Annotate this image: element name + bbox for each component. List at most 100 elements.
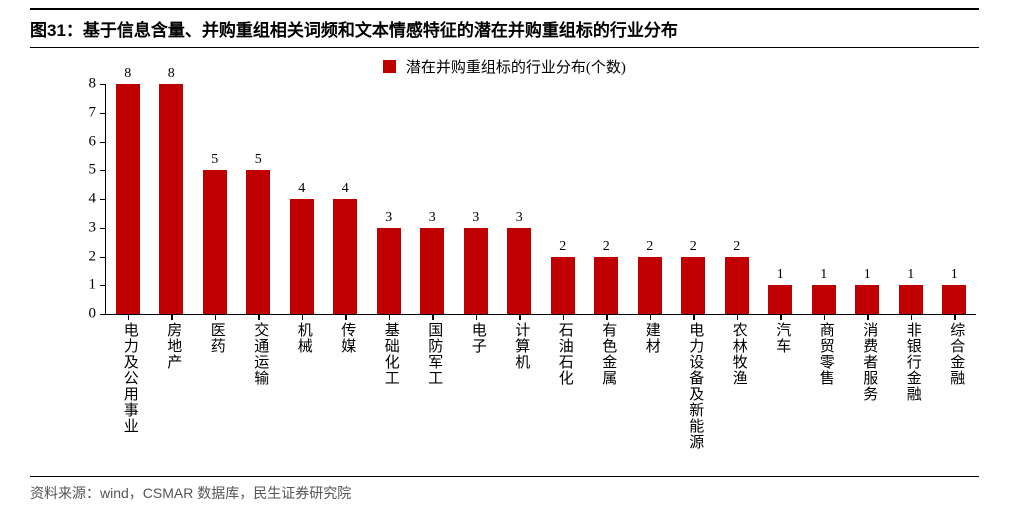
- bar-value-label: 8: [124, 66, 131, 84]
- bar: 2: [638, 257, 662, 315]
- bar-value-label: 2: [603, 239, 610, 257]
- bar-value-label: 1: [777, 267, 784, 285]
- x-tick: [563, 314, 565, 320]
- x-tick: [606, 314, 608, 320]
- bar: 3: [507, 228, 531, 314]
- x-tick: [911, 314, 913, 320]
- y-tick: [100, 257, 106, 258]
- bar-value-label: 3: [472, 210, 479, 228]
- x-tick: [519, 314, 521, 320]
- bar: 4: [333, 199, 357, 314]
- bar: 1: [812, 285, 836, 314]
- bar-value-label: 1: [907, 267, 914, 285]
- chart-area: 潜在并购重组标的行业分布(个数) 0123456788电力及公用事业8房地产5医…: [30, 52, 979, 472]
- y-tick: [100, 170, 106, 171]
- y-tick-label: 4: [89, 191, 97, 208]
- bar-value-label: 2: [733, 239, 740, 257]
- x-tick: [389, 314, 391, 320]
- x-tick: [215, 314, 217, 320]
- x-category-label: 农林牧渔: [729, 322, 750, 386]
- x-tick: [737, 314, 739, 320]
- x-category-label: 机械: [294, 322, 315, 354]
- bar-value-label: 4: [342, 181, 349, 199]
- legend-swatch: [383, 60, 396, 73]
- y-tick: [100, 142, 106, 143]
- bar: 3: [420, 228, 444, 314]
- x-category-label: 基础化工: [381, 322, 402, 386]
- x-tick: [128, 314, 130, 320]
- y-tick-label: 5: [89, 162, 97, 179]
- x-category-label: 医药: [207, 322, 228, 354]
- x-category-label: 电子: [468, 322, 489, 354]
- x-tick: [693, 314, 695, 320]
- figure-title: 图31：基于信息含量、并购重组相关词频和文本情感特征的潜在并购重组标的行业分布: [30, 8, 979, 48]
- x-category-label: 商贸零售: [816, 322, 837, 386]
- bar: 1: [855, 285, 879, 314]
- bar-value-label: 3: [385, 210, 392, 228]
- x-category-label: 房地产: [163, 322, 184, 370]
- bar: 5: [203, 170, 227, 314]
- x-tick: [476, 314, 478, 320]
- legend-text: 潜在并购重组标的行业分布(个数): [406, 60, 626, 76]
- y-tick: [100, 285, 106, 286]
- bar-value-label: 1: [951, 267, 958, 285]
- bar: 2: [551, 257, 575, 315]
- x-tick: [954, 314, 956, 320]
- x-category-label: 计算机: [511, 322, 532, 370]
- y-tick: [100, 228, 106, 229]
- bar-value-label: 3: [429, 210, 436, 228]
- x-tick: [302, 314, 304, 320]
- bar: 1: [942, 285, 966, 314]
- x-category-label: 传媒: [337, 322, 358, 354]
- y-tick-label: 3: [89, 219, 97, 236]
- y-tick-label: 2: [89, 248, 97, 265]
- y-tick: [100, 199, 106, 200]
- x-category-label: 石油石化: [555, 322, 576, 386]
- x-tick: [650, 314, 652, 320]
- y-tick: [100, 113, 106, 114]
- x-tick: [867, 314, 869, 320]
- x-tick: [824, 314, 826, 320]
- bar-value-label: 4: [298, 181, 305, 199]
- x-category-label: 综合金融: [946, 322, 967, 386]
- x-tick: [171, 314, 173, 320]
- y-tick: [100, 84, 106, 85]
- bar-value-label: 2: [559, 239, 566, 257]
- bar: 3: [464, 228, 488, 314]
- x-tick: [345, 314, 347, 320]
- x-category-label: 电力及公用事业: [120, 322, 141, 434]
- bar-value-label: 8: [168, 66, 175, 84]
- y-tick-label: 8: [89, 76, 97, 93]
- y-tick-label: 6: [89, 133, 97, 150]
- y-tick-label: 0: [89, 306, 97, 323]
- bar: 8: [116, 84, 140, 314]
- bar: 5: [246, 170, 270, 314]
- bar-value-label: 2: [690, 239, 697, 257]
- bar-value-label: 5: [255, 152, 262, 170]
- x-tick: [432, 314, 434, 320]
- bar: 2: [725, 257, 749, 315]
- x-tick: [258, 314, 260, 320]
- bar: 3: [377, 228, 401, 314]
- bar-value-label: 1: [820, 267, 827, 285]
- bar-value-label: 2: [646, 239, 653, 257]
- x-category-label: 电力设备及新能源: [685, 322, 706, 450]
- bar: 1: [899, 285, 923, 314]
- x-category-label: 交通运输: [250, 322, 271, 386]
- y-tick-label: 7: [89, 104, 97, 121]
- x-category-label: 建材: [642, 322, 663, 354]
- figure-page: 图31：基于信息含量、并购重组相关词频和文本情感特征的潜在并购重组标的行业分布 …: [0, 0, 1009, 511]
- plot-region: 0123456788电力及公用事业8房地产5医药5交通运输4机械4传媒3基础化工…: [105, 84, 976, 315]
- bar: 2: [594, 257, 618, 315]
- x-category-label: 有色金属: [598, 322, 619, 386]
- y-tick: [100, 314, 106, 315]
- bar-value-label: 1: [864, 267, 871, 285]
- bar: 2: [681, 257, 705, 315]
- x-category-label: 国防军工: [424, 322, 445, 386]
- x-category-label: 消费者服务: [859, 322, 880, 402]
- x-tick: [780, 314, 782, 320]
- bar-value-label: 5: [211, 152, 218, 170]
- bar: 8: [159, 84, 183, 314]
- bar-value-label: 3: [516, 210, 523, 228]
- x-category-label: 汽车: [772, 322, 793, 354]
